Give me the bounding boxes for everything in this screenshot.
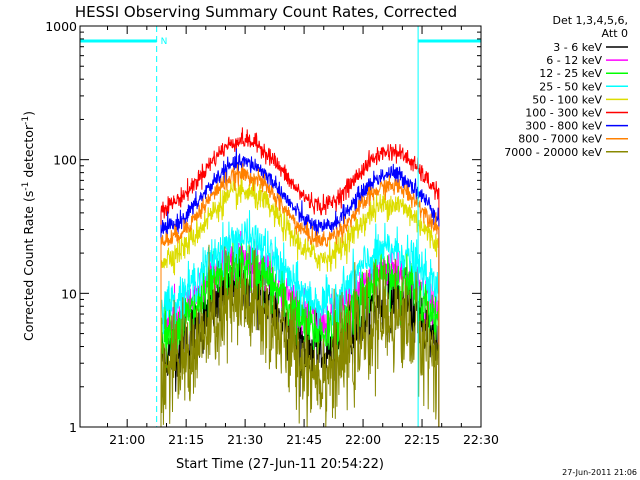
y-tick-label: 10: [61, 286, 77, 301]
x-tick-label: 22:00: [345, 432, 381, 447]
legend-entry-label: 25 - 50 keV: [539, 80, 602, 93]
legend-entry-label: 7000 - 20000 keV: [504, 146, 602, 159]
legend-entry-label: 6 - 12 keV: [546, 54, 602, 67]
x-axis-label: Start Time (27-Jun-11 20:54:22): [176, 457, 384, 472]
series-layer: [160, 127, 440, 428]
x-tick-label: 21:45: [286, 432, 322, 447]
series-line: [160, 172, 440, 427]
legend-entry-label: 3 - 6 keV: [553, 41, 602, 54]
series-line: [160, 148, 440, 427]
legend-entry-label: 300 - 800 keV: [525, 120, 602, 133]
series-line: [160, 127, 440, 427]
x-tick-label: 22:30: [463, 432, 499, 447]
legend-entry-label: 800 - 7000 keV: [518, 133, 602, 146]
x-tick-label: 21:30: [227, 432, 263, 447]
legend-header-2: Att 0: [602, 27, 628, 40]
x-tick-label: 21:00: [109, 432, 145, 447]
plot-area: N 21:00 21:15 21:30 21:45 22:00 22:15 22:30 1 10…: [45, 19, 499, 447]
legend-header-1: Det 1,3,4,5,6,: [552, 14, 628, 27]
y-tick-label: 1: [69, 420, 77, 435]
legend-entry-label: 50 - 100 keV: [532, 93, 602, 106]
series-line: [160, 163, 440, 427]
night-marker-label: N: [161, 37, 168, 47]
axes: 21:00 21:15 21:30 21:45 22:00 22:15 22:30 1 10 10…: [45, 19, 499, 447]
legend-entry-label: 12 - 25 keV: [539, 67, 602, 80]
legend-entry-label: 100 - 300 keV: [525, 107, 602, 120]
y-axis-label: Corrected Count Rate (s-1 detector-1): [21, 111, 36, 341]
timestamp-label: 27-Jun-2011 21:06: [562, 468, 637, 477]
series-line: [160, 244, 440, 428]
x-tick-label: 21:15: [168, 432, 204, 447]
series-line: [160, 210, 440, 427]
y-tick-label: 1000: [45, 19, 77, 34]
plot-frame: [79, 25, 482, 428]
x-tick-label: 22:15: [404, 432, 440, 447]
chart-title: HESSI Observing Summary Count Rates, Cor…: [75, 3, 457, 21]
series-line: [160, 252, 440, 427]
y-tick-label: 100: [53, 153, 77, 168]
